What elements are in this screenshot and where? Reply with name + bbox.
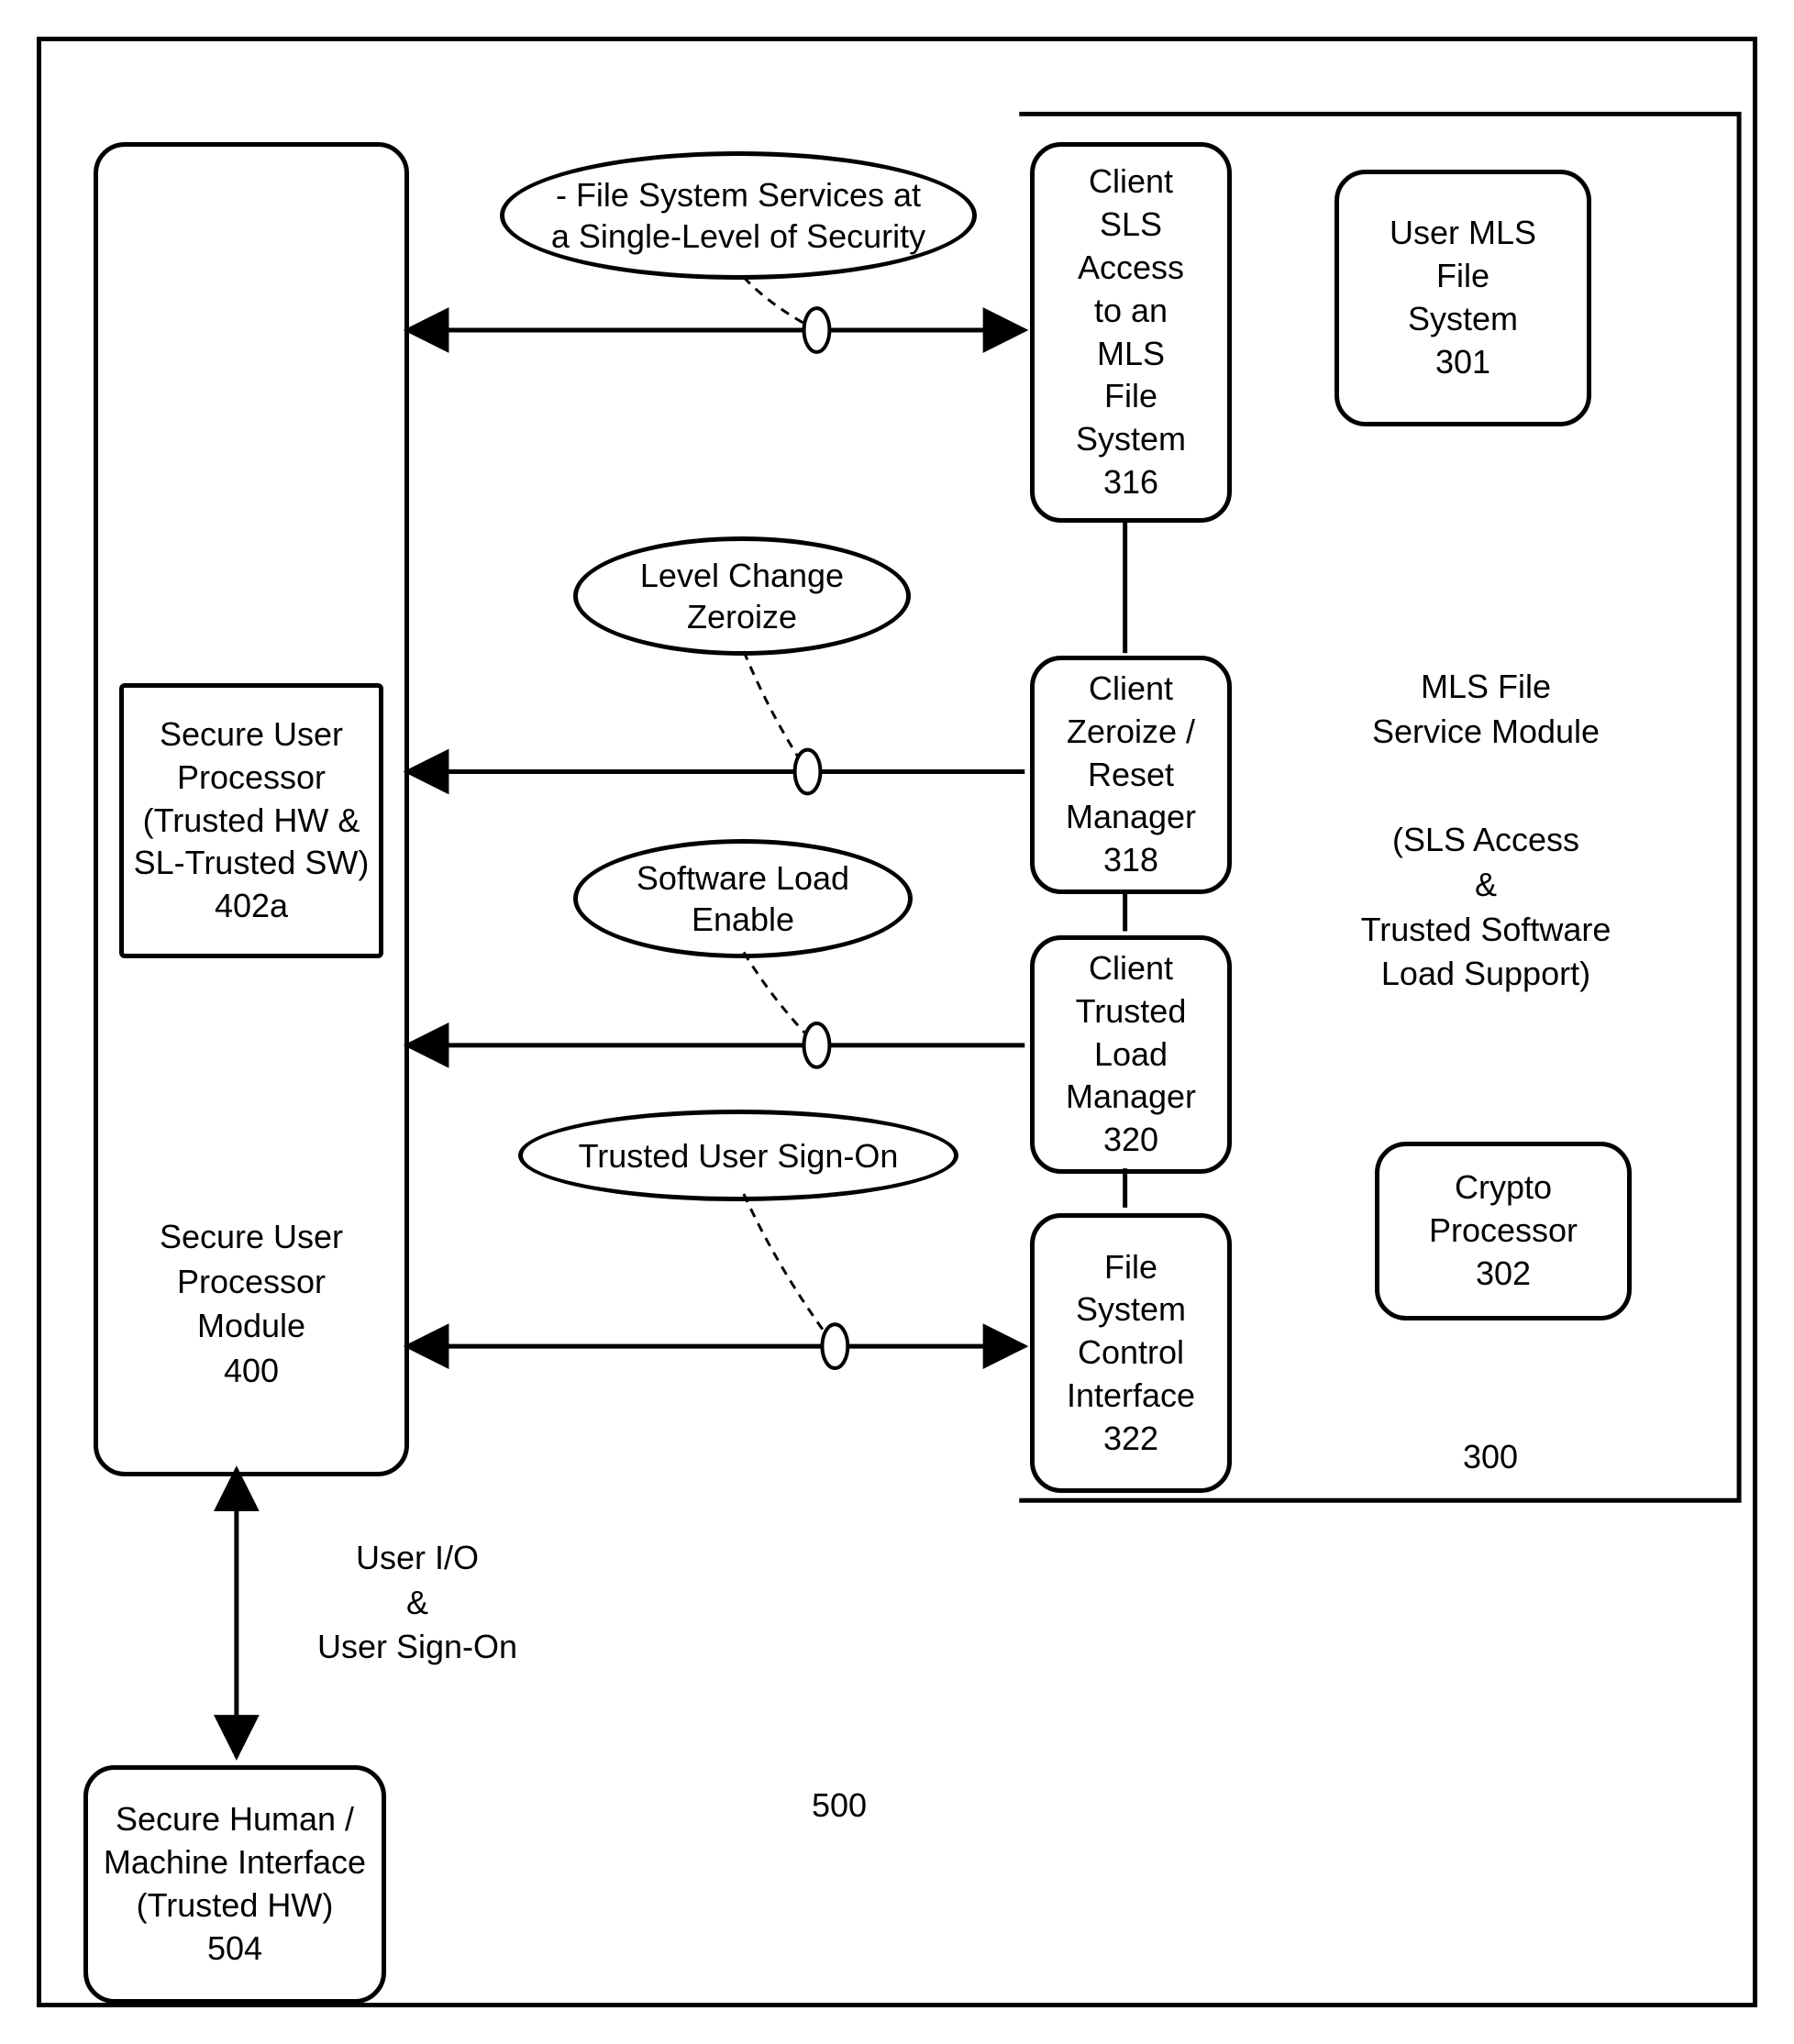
- label-secure-user-proc-module: Secure UserProcessorModule400: [124, 1215, 379, 1393]
- ellipse-level-change-zeroize: Level ChangeZeroize: [573, 536, 911, 656]
- node-secure-user-processor: Secure UserProcessor(Trusted HW &SL-Trus…: [119, 683, 383, 958]
- ellipse-software-load-enable: Software LoadEnable: [573, 839, 913, 958]
- node-secure-hmi: Secure Human /Machine Interface(Trusted …: [83, 1765, 386, 2004]
- node-user-mls-fs: User MLSFileSystem301: [1334, 170, 1591, 426]
- ellipse-file-system-services: - File System Services ata Single-Level …: [500, 151, 977, 280]
- node-client-zeroize: ClientZeroize /ResetManager318: [1030, 656, 1232, 894]
- diagram-frame: Secure UserProcessorModule400 Secure Use…: [37, 37, 1757, 2007]
- node-client-trusted-load: ClientTrustedLoadManager320: [1030, 935, 1232, 1174]
- ellipse-trusted-user-signon: Trusted User Sign-On: [518, 1110, 958, 1201]
- label-ref-500: 500: [784, 1784, 894, 1829]
- label-mls-fsm: MLS FileService Module(SLS Access&Truste…: [1289, 665, 1683, 997]
- node-crypto-processor: CryptoProcessor302: [1375, 1142, 1632, 1320]
- node-client-sls-access: ClientSLSAccessto anMLSFileSystem316: [1030, 142, 1232, 523]
- label-user-io-signon: User I/O&User Sign-On: [284, 1536, 550, 1670]
- label-ref-300: 300: [1435, 1435, 1545, 1480]
- node-fs-control-iface: FileSystemControlInterface322: [1030, 1213, 1232, 1493]
